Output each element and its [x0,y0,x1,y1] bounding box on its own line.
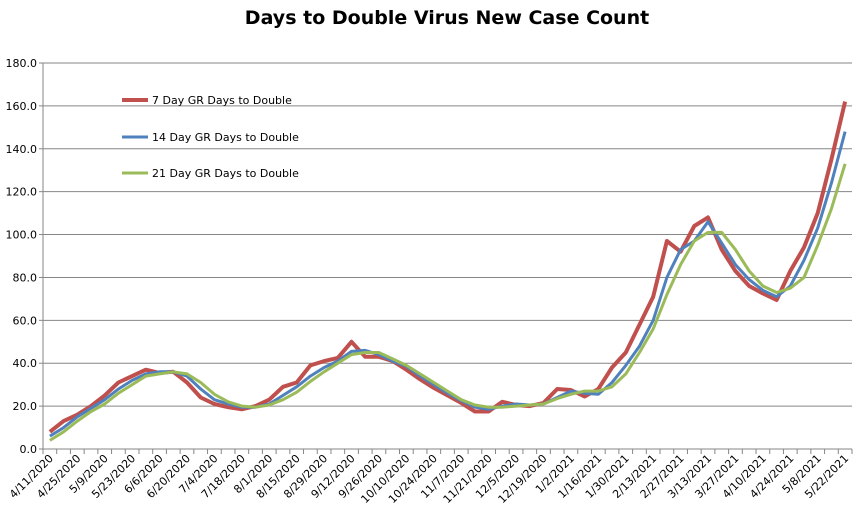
y-tick-label: 180.0 [6,57,38,70]
y-tick-label: 160.0 [6,100,38,113]
legend-label: 14 Day GR Days to Double [152,131,299,144]
y-tick-label: 20.0 [13,400,38,413]
y-tick-label: 60.0 [13,314,38,327]
legend-label: 7 Day GR Days to Double [152,94,292,107]
series-line-1 [48,101,848,434]
y-tick-label: 80.0 [13,271,38,284]
y-tick-label: 120.0 [6,186,38,199]
legend-label: 21 Day GR Days to Double [152,167,299,180]
y-tick-label: 0.0 [20,443,38,456]
y-tick-label: 100.0 [6,229,38,242]
y-tick-label: 40.0 [13,357,38,370]
series-line-3 [49,163,847,442]
chart-title: Days to Double Virus New Case Count [245,7,649,29]
y-tick-label: 140.0 [6,143,38,156]
